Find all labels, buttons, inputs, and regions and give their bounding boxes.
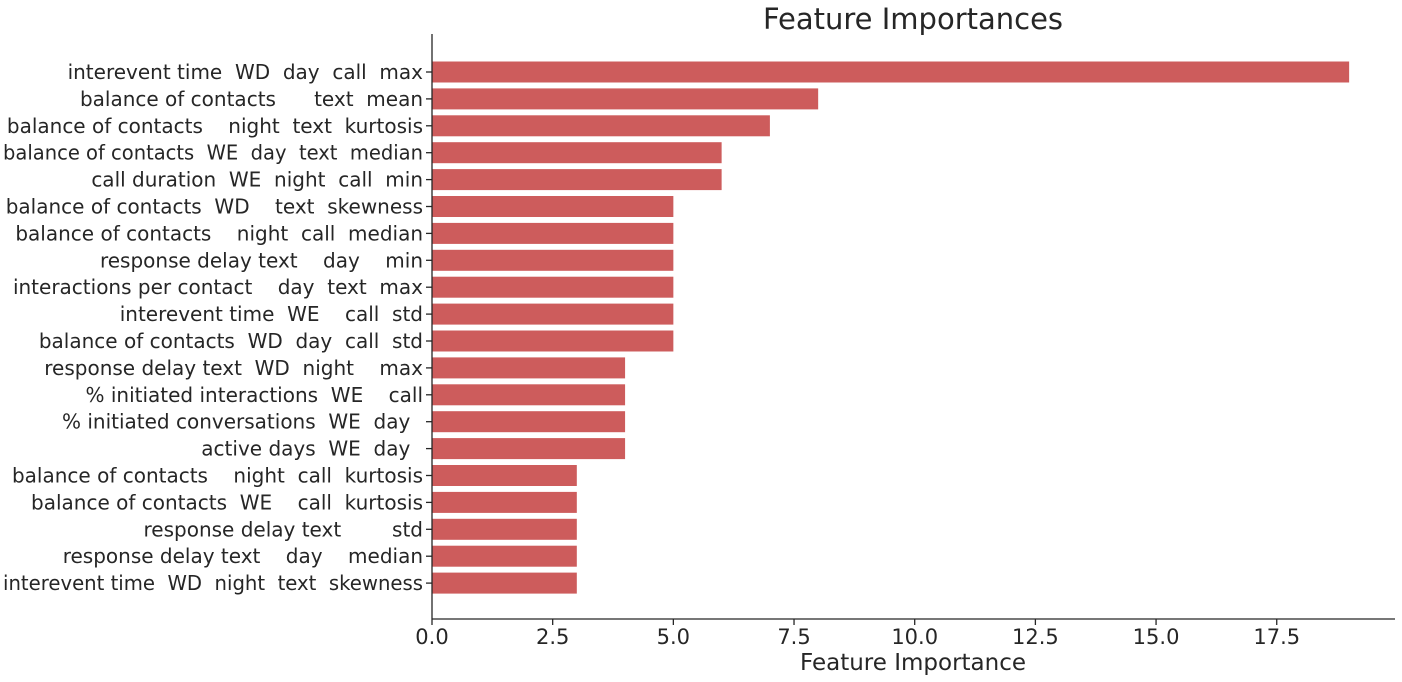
bar [432,88,819,110]
bar [432,303,674,325]
category-label: balance of contacts night call kurtosis [12,464,423,488]
bar [432,222,674,244]
x-tick-label: 2.5 [536,625,569,649]
x-tick-label: 12.5 [1012,625,1059,649]
category-label: interevent time WD day call max [68,60,424,84]
x-tick-label: 15.0 [1133,625,1180,649]
category-label: % initiated conversations WE day [62,410,423,434]
bar [432,249,674,271]
x-axis-label: Feature Importance [800,650,1026,676]
category-label: call duration WE night call min [91,168,423,192]
category-label: % initiated interactions WE call [85,383,423,407]
x-tick-label: 5.0 [657,625,690,649]
category-label: interevent time WD night text skewness [3,571,423,595]
category-label: interevent time WE call std [120,302,423,326]
bar [432,411,626,433]
bar [432,196,674,217]
x-tick-label: 10.0 [891,625,938,649]
bar [432,330,674,352]
bar [432,276,674,298]
bar [432,115,770,137]
bar [432,491,577,513]
category-label: balance of contacts WE call kurtosis [31,490,423,514]
category-label: balance of contacts WD text skewness [6,195,423,219]
category-label: active days WE day [201,437,423,461]
category-label: balance of contacts WE day text median [3,141,423,165]
category-labels-group: interevent time WD day call max balance o… [3,60,423,595]
category-label: balance of contacts WD day call std [39,329,423,353]
category-label: interactions per contact day text max [13,275,423,299]
category-label: balance of contacts text mean [80,87,423,111]
bar [432,384,626,406]
bar [432,465,577,486]
x-tick-label: 7.5 [777,625,810,649]
bar [432,438,626,460]
category-label: response delay text std [144,517,424,541]
x-ticks-group: 0.0 2.5 5.0 7.5 10.0 12.5 15.0 17.5 [415,619,1300,649]
bar [432,572,577,594]
x-tick-label: 0.0 [415,625,448,649]
bar [432,142,722,164]
category-label: balance of contacts night call median [15,221,423,245]
y-ticks-group [426,71,432,584]
category-label: response delay text day median [63,544,423,568]
bar [432,61,1350,83]
bar [432,169,722,191]
category-label: response delay text WD night max [44,356,423,380]
bars-group [432,61,1350,594]
bar [432,357,626,379]
category-label: balance of contacts night text kurtosis [7,114,423,138]
bar [432,518,577,540]
category-label: response delay text day min [100,248,423,272]
x-tick-label: 17.5 [1253,625,1300,649]
bar [432,545,577,567]
chart-title: Feature Importances [763,2,1063,36]
